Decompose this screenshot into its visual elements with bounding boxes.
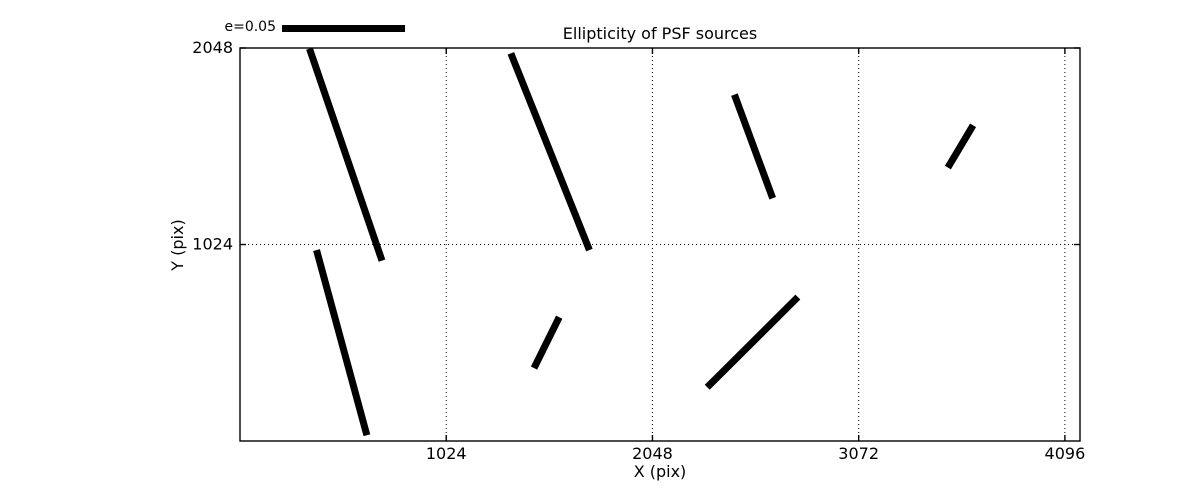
legend-key-bar <box>282 25 405 32</box>
x-axis-label: X (pix) <box>633 462 687 481</box>
whisker-segment <box>507 52 593 252</box>
whisker-segment <box>944 123 977 170</box>
whisker-segment <box>313 249 371 437</box>
y-tick-label: 1024 <box>192 235 233 254</box>
whisker-segment <box>704 294 801 390</box>
x-tick-label: 4096 <box>1045 444 1086 463</box>
x-tick-label: 3072 <box>838 444 879 463</box>
x-tick-label: 1024 <box>426 444 467 463</box>
chart-title: Ellipticity of PSF sources <box>562 24 758 43</box>
legend-label: e=0.05 <box>224 19 276 35</box>
y-tick-label: 2048 <box>192 38 233 57</box>
whisker-segment <box>530 315 563 370</box>
x-tick-label: 2048 <box>632 444 673 463</box>
whisker-segment <box>306 47 386 262</box>
whisker-segment <box>731 93 776 200</box>
